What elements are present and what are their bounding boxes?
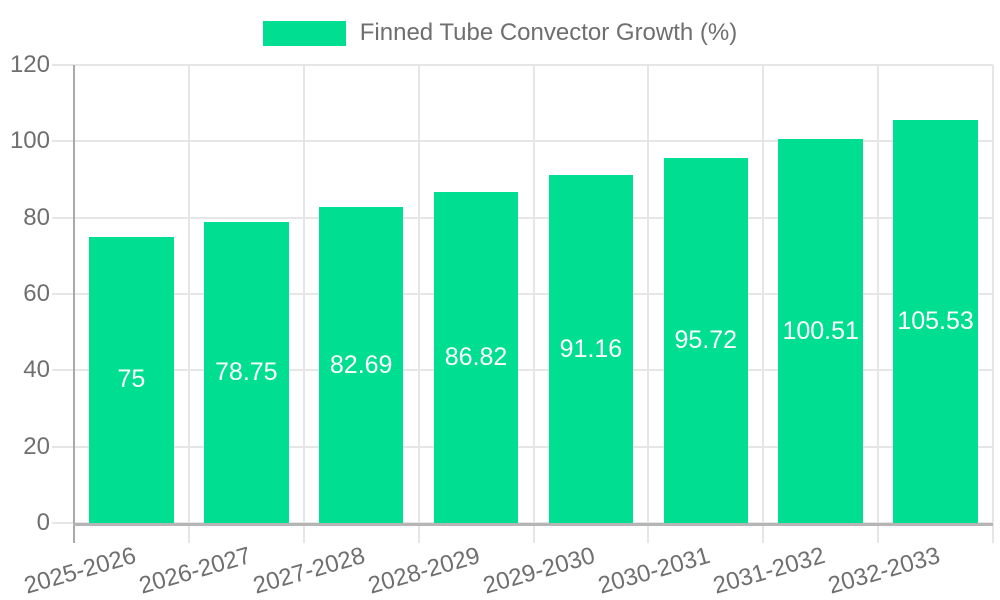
x-gridline xyxy=(187,65,190,543)
x-axis-tick-label: 2032-2033 xyxy=(824,542,943,600)
x-axis-tick-label: 2025-2026 xyxy=(20,542,139,600)
y-axis-tick-label: 60 xyxy=(23,280,50,307)
x-gridline xyxy=(532,65,535,543)
x-axis-tick-label: 2026-2027 xyxy=(135,542,254,600)
y-gridline xyxy=(52,445,993,448)
legend-label: Finned Tube Convector Growth (%) xyxy=(359,19,738,46)
x-axis-tick-label: 2028-2029 xyxy=(365,542,484,600)
x-gridline xyxy=(647,65,650,543)
bar[interactable] xyxy=(663,157,749,523)
x-gridline xyxy=(992,65,994,543)
y-gridline xyxy=(52,293,993,295)
bar[interactable] xyxy=(89,236,174,523)
y-axis-line xyxy=(73,65,75,543)
y-axis-tick-label: 120 xyxy=(9,51,50,78)
x-axis-line xyxy=(73,523,993,526)
x-axis-tick-label: 2027-2028 xyxy=(250,542,369,600)
y-gridline xyxy=(52,216,993,219)
y-gridline xyxy=(52,64,993,66)
bar[interactable] xyxy=(778,139,863,523)
chart-legend-item[interactable]: Finned Tube Convector Growth (%) xyxy=(0,19,1000,47)
x-axis-tick-label: 2030-2031 xyxy=(595,542,713,600)
bar[interactable] xyxy=(204,222,289,523)
bar[interactable] xyxy=(893,120,978,523)
y-gridline xyxy=(52,369,993,372)
x-gridline xyxy=(762,65,765,543)
x-gridline xyxy=(302,65,305,543)
x-axis-tick-label: 2029-2030 xyxy=(480,542,599,600)
x-gridline xyxy=(417,65,420,543)
bar[interactable] xyxy=(433,191,519,523)
x-axis-tick-label: 2031-2032 xyxy=(710,542,828,600)
legend-swatch xyxy=(262,20,346,46)
y-axis-tick-label: 0 xyxy=(36,509,50,536)
y-axis-tick-label: 20 xyxy=(23,432,50,460)
y-axis-tick-label: 40 xyxy=(23,356,50,384)
bar[interactable] xyxy=(318,207,404,523)
y-axis-tick-label: 100 xyxy=(9,127,50,155)
y-axis-tick-label: 80 xyxy=(23,203,50,231)
x-gridline xyxy=(877,65,880,543)
y-gridline xyxy=(52,140,993,143)
bar[interactable] xyxy=(548,175,634,523)
